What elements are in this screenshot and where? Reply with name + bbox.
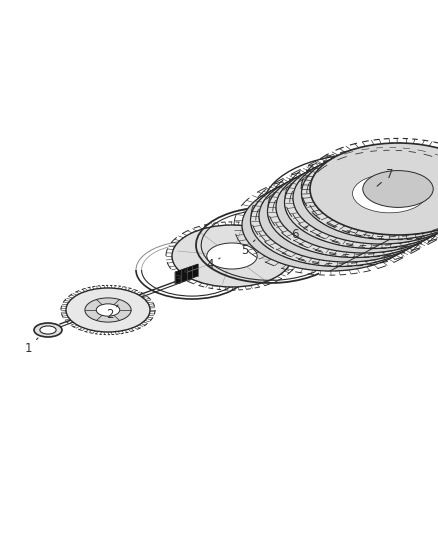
Ellipse shape [66, 288, 150, 332]
Ellipse shape [251, 174, 427, 266]
Ellipse shape [327, 188, 401, 227]
Ellipse shape [293, 206, 367, 244]
Ellipse shape [207, 243, 257, 269]
Ellipse shape [172, 225, 292, 287]
Ellipse shape [40, 326, 56, 334]
Ellipse shape [259, 170, 435, 262]
Ellipse shape [268, 166, 438, 257]
Text: 3: 3 [174, 270, 186, 287]
Ellipse shape [353, 174, 427, 213]
Polygon shape [175, 264, 198, 284]
Text: 2: 2 [106, 305, 118, 321]
Ellipse shape [301, 148, 438, 239]
Ellipse shape [276, 161, 438, 253]
Ellipse shape [301, 201, 375, 240]
Ellipse shape [310, 197, 384, 236]
Text: 7: 7 [377, 168, 394, 186]
Ellipse shape [363, 171, 433, 207]
Ellipse shape [344, 179, 418, 217]
Ellipse shape [293, 152, 438, 244]
Ellipse shape [85, 298, 131, 322]
Text: 5: 5 [241, 240, 255, 256]
Ellipse shape [34, 323, 62, 337]
Text: 1: 1 [24, 338, 38, 354]
Ellipse shape [310, 143, 438, 235]
Ellipse shape [318, 192, 392, 231]
Ellipse shape [336, 183, 410, 222]
Ellipse shape [96, 304, 120, 316]
Text: 4: 4 [206, 258, 220, 271]
Ellipse shape [285, 157, 438, 248]
Ellipse shape [242, 179, 418, 271]
Text: 6: 6 [291, 227, 307, 241]
